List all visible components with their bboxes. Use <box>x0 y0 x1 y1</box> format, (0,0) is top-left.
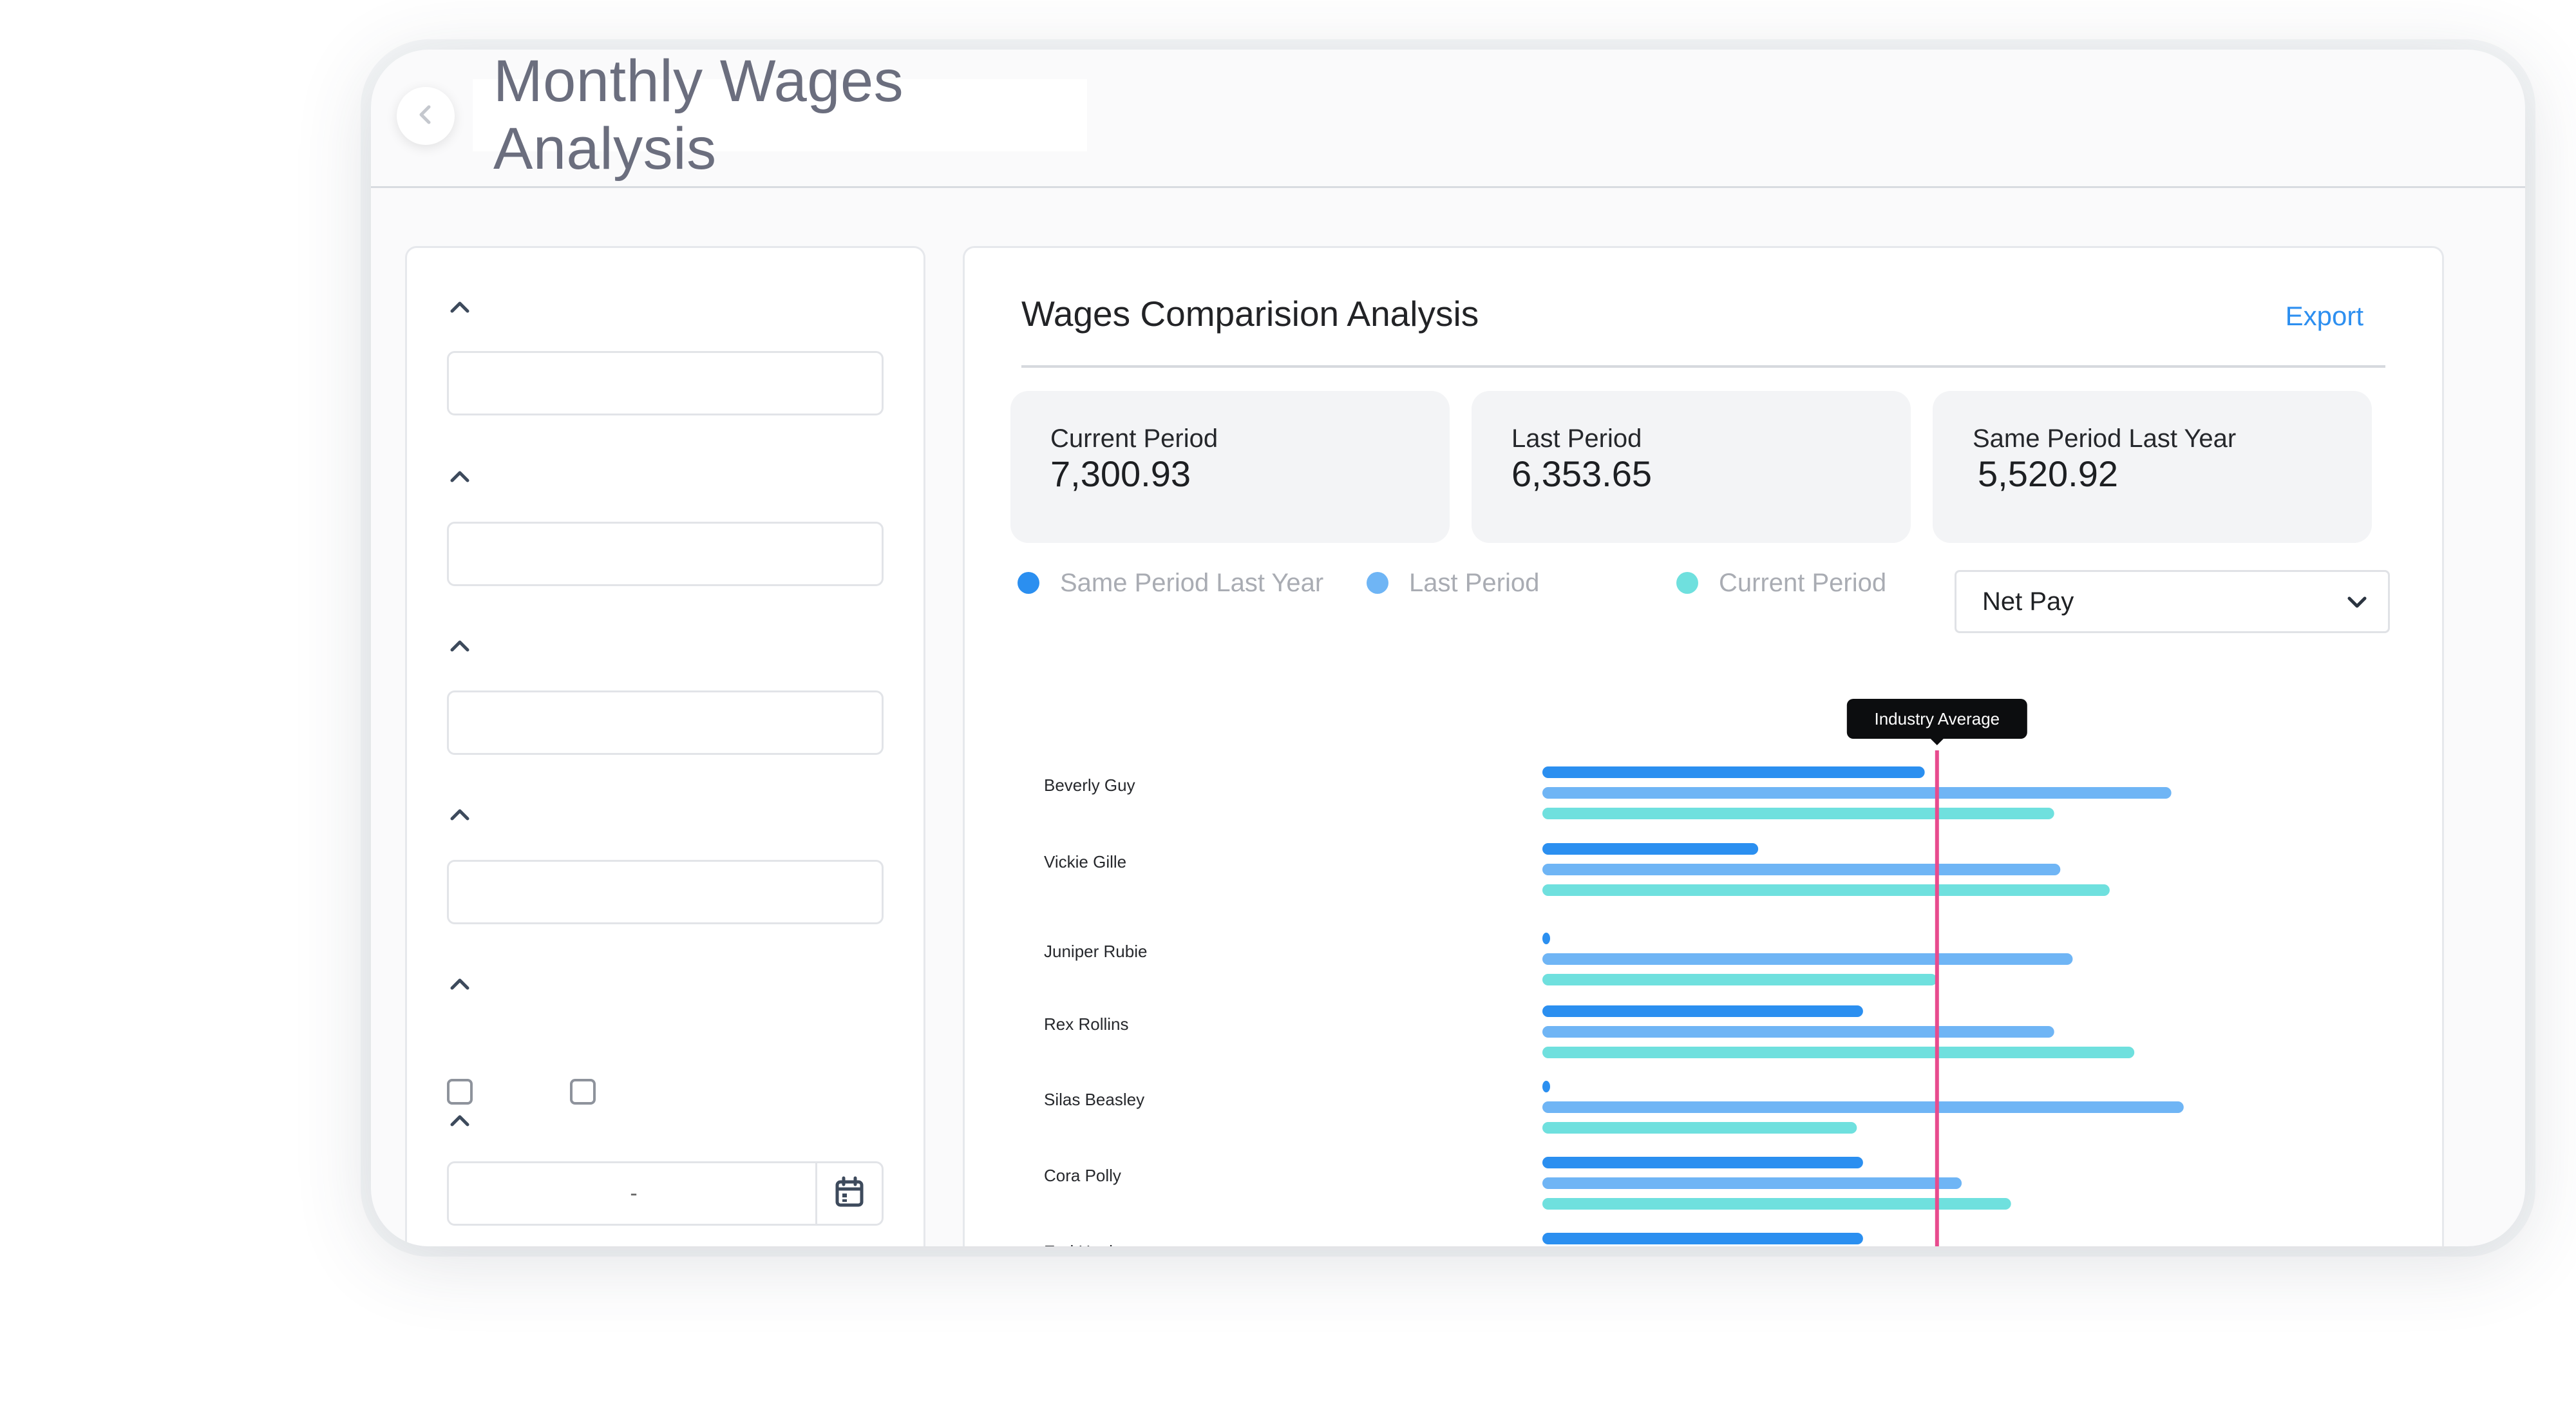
stat-card-current-period: Current Period 7,300.93 <box>1010 391 1450 543</box>
bar-same-period-last-year[interactable] <box>1542 1157 1863 1168</box>
legend-dot <box>1367 572 1388 594</box>
stat-label: Last Period <box>1511 424 1642 453</box>
filter-field[interactable] <box>447 522 884 586</box>
bar-current-period[interactable] <box>1542 974 1937 985</box>
legend-item-last-period[interactable]: Last Period <box>1367 567 1539 599</box>
card-divider <box>1021 365 2385 368</box>
bar-current-period[interactable] <box>1542 1198 2011 1210</box>
legend-label: Same Period Last Year <box>1060 568 1324 597</box>
bar-same-period-last-year[interactable] <box>1542 933 1550 944</box>
stat-card-last-period: Last Period 6,353.65 <box>1472 391 1911 543</box>
category-label: Earl Hugh <box>1044 1242 1119 1246</box>
metric-select-value: Net Pay <box>1982 587 2074 616</box>
calendar-button[interactable] <box>815 1163 882 1224</box>
page-title: Monthly Wages Analysis <box>493 50 904 182</box>
stat-value: 5,520.92 <box>1978 453 2118 494</box>
bar-same-period-last-year[interactable] <box>1542 766 1925 778</box>
filter-field[interactable] <box>447 860 884 924</box>
chevron-up-icon[interactable] <box>447 633 473 659</box>
stat-label: Same Period Last Year <box>1973 424 2237 453</box>
stat-value: 6,353.65 <box>1511 453 1652 494</box>
filter-checkbox[interactable] <box>447 1079 473 1105</box>
chevron-down-icon <box>2345 587 2369 616</box>
stat-label: Current Period <box>1050 424 1218 453</box>
legend-item-current-period[interactable]: Current Period <box>1676 567 1886 599</box>
bar-same-period-last-year[interactable] <box>1542 1233 1863 1244</box>
wages-analysis-card: Wages Comparision Analysis Export Curren… <box>963 246 2444 1246</box>
wages-bar-chart: Beverly Guy Vickie Gille Juniper Rubie Rex … <box>1044 699 2184 1246</box>
filter-checkbox[interactable] <box>570 1079 596 1105</box>
stat-card-same-period-last-year: Same Period Last Year 5,520.92 <box>1933 391 2372 543</box>
chevron-up-icon[interactable] <box>447 971 473 997</box>
export-link[interactable]: Export <box>2285 301 2363 331</box>
bar-same-period-last-year[interactable] <box>1542 1081 1550 1092</box>
back-button[interactable] <box>397 87 455 145</box>
category-label: Beverly Guy <box>1044 775 1135 795</box>
bar-last-period[interactable] <box>1542 1177 1962 1189</box>
bar-current-period[interactable] <box>1542 1047 2135 1058</box>
industry-average-tooltip <box>1846 699 2027 739</box>
metric-select[interactable]: Net Pay <box>1955 570 2390 633</box>
date-separator: - <box>630 1181 638 1206</box>
category-label: Juniper Rubie <box>1044 942 1147 961</box>
page-title-container: Monthly Wages Analysis <box>473 50 1087 182</box>
tooltip-pointer <box>1930 739 1944 745</box>
card-title: Wages Comparision Analysis <box>1021 294 1479 334</box>
filter-panel: - <box>405 246 925 1246</box>
bar-current-period[interactable] <box>1542 884 2110 896</box>
industry-average-label: Industry Average <box>1874 709 2000 728</box>
bar-same-period-last-year[interactable] <box>1542 1005 1863 1017</box>
bar-current-period[interactable] <box>1542 1122 1857 1134</box>
legend-item-same-period-last-year[interactable]: Same Period Last Year <box>1018 567 1323 599</box>
chevron-up-icon[interactable] <box>447 1108 473 1134</box>
bar-last-period[interactable] <box>1542 953 2073 965</box>
chevron-up-icon[interactable] <box>447 464 473 490</box>
chevron-up-icon[interactable] <box>447 294 473 320</box>
filter-field[interactable] <box>447 690 884 755</box>
bar-last-period[interactable] <box>1542 1026 2054 1038</box>
bar-current-period[interactable] <box>1542 808 2054 819</box>
category-label: Rex Rollins <box>1044 1014 1129 1034</box>
legend-label: Last Period <box>1409 568 1540 597</box>
chevron-up-icon[interactable] <box>447 802 473 828</box>
bar-last-period[interactable] <box>1542 1101 2184 1113</box>
date-range-field[interactable]: - <box>447 1161 884 1226</box>
filter-field[interactable] <box>447 351 884 415</box>
calendar-icon <box>834 1176 865 1212</box>
app-window: Monthly Wages Analysis - <box>371 50 2525 1246</box>
stat-value: 7,300.93 <box>1050 453 1191 494</box>
page-header: Monthly Wages Analysis <box>371 50 2525 188</box>
bar-last-period[interactable] <box>1542 787 2172 799</box>
bar-same-period-last-year[interactable] <box>1542 843 1759 855</box>
legend-dot <box>1676 572 1698 594</box>
bar-last-period[interactable] <box>1542 864 2061 875</box>
legend-label: Current Period <box>1719 568 1887 597</box>
category-label: Vickie Gille <box>1044 852 1126 871</box>
chevron-left-icon <box>413 102 439 131</box>
category-label: Silas Beasley <box>1044 1090 1144 1109</box>
category-label: Cora Polly <box>1044 1166 1121 1185</box>
legend-dot <box>1018 572 1039 594</box>
